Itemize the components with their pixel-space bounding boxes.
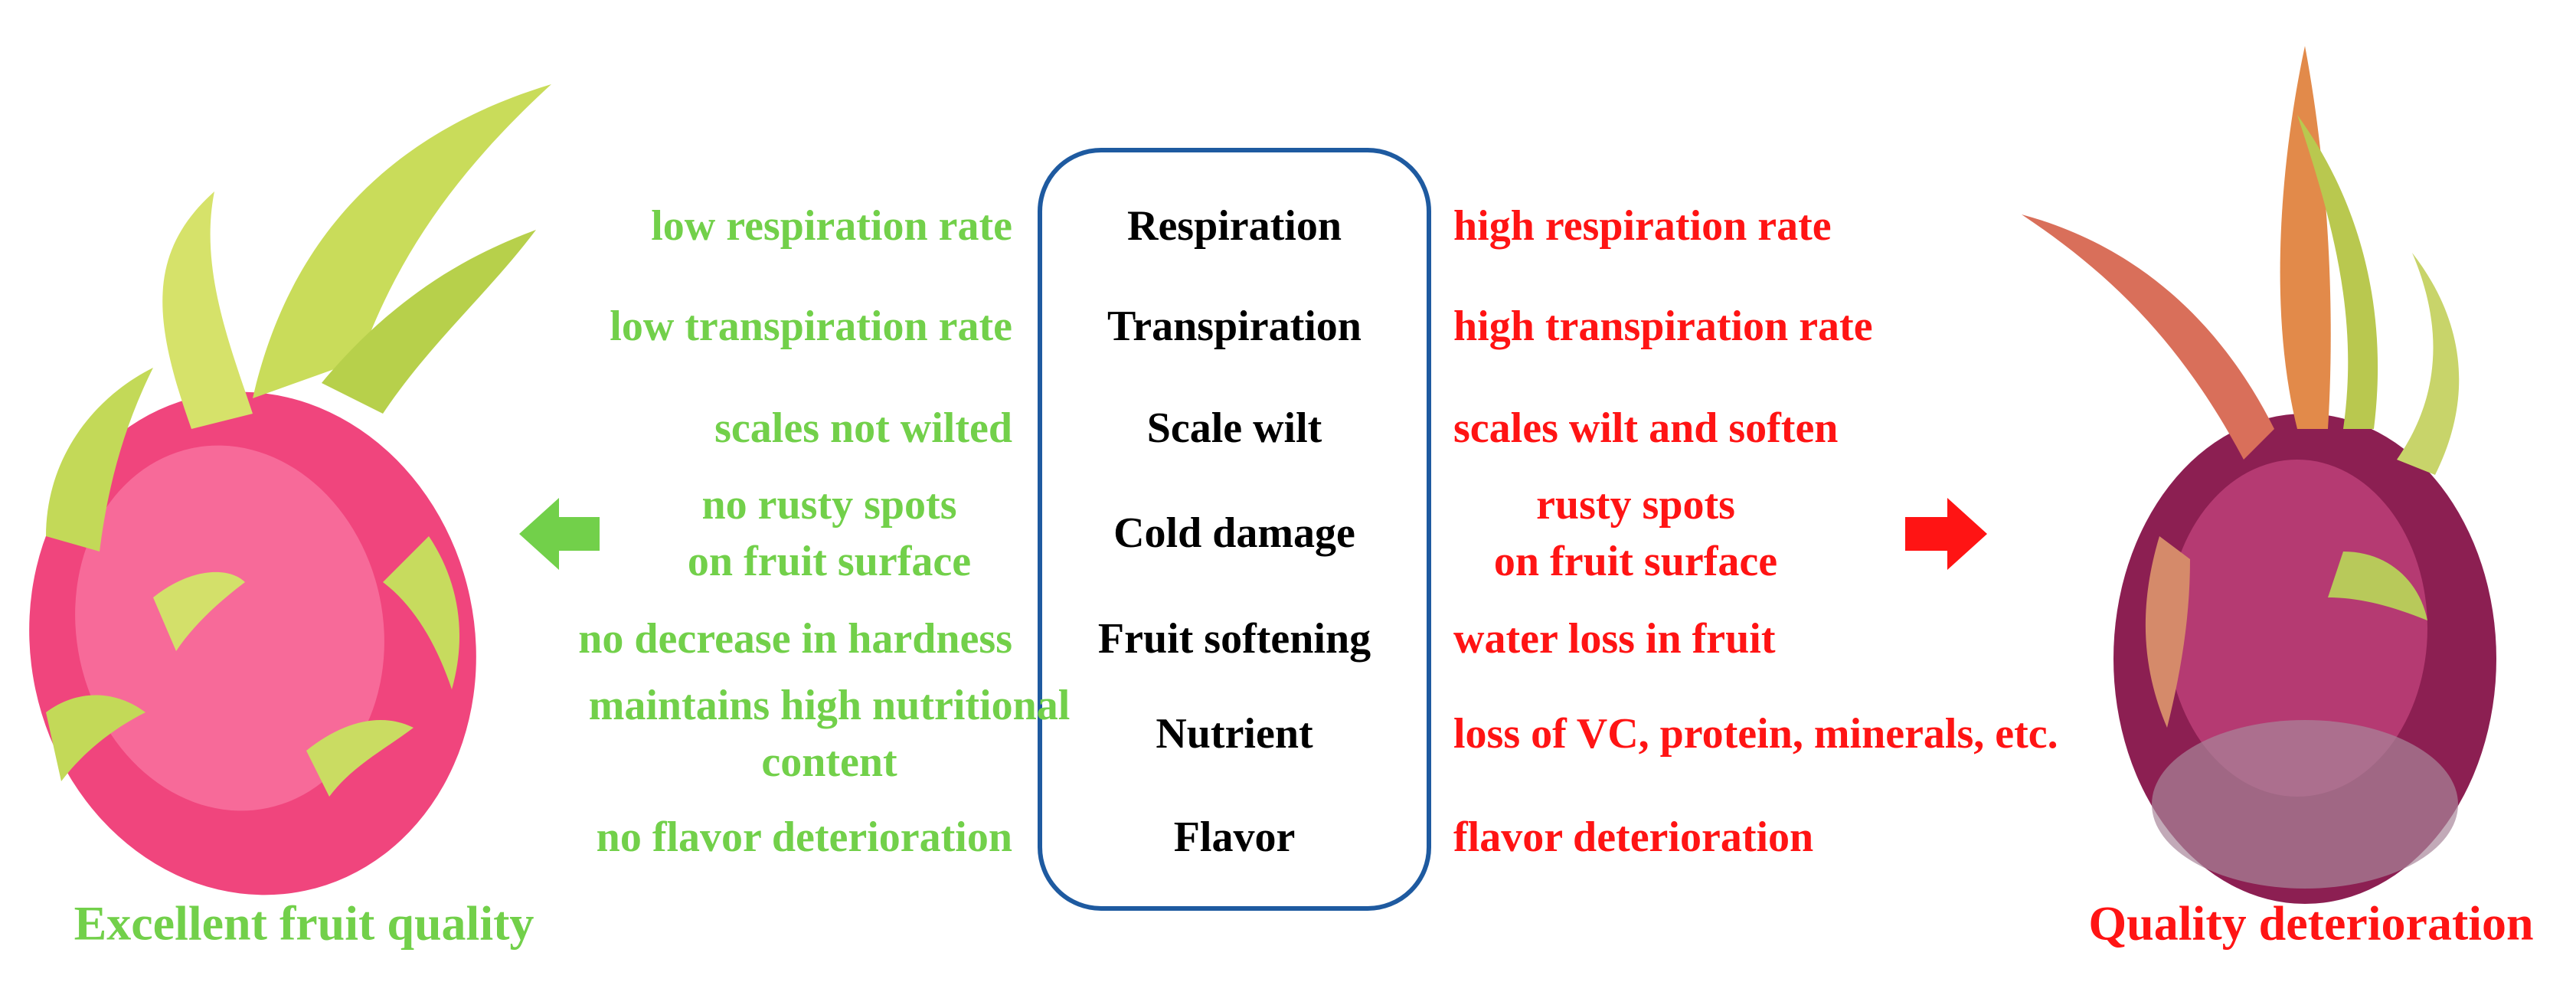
good-effect: on fruit surface [688, 538, 971, 585]
attribute-label: Scale wilt [1147, 404, 1322, 452]
bad-effect: loss of VC, protein, minerals, etc. [1453, 710, 2058, 758]
bad-effect: high respiration rate [1453, 202, 1832, 250]
good-effect: low transpiration rate [610, 303, 1012, 350]
deteriorated-fruit [2022, 46, 2496, 904]
bad-effect: rusty spots [1536, 481, 1735, 529]
bad-effect: on fruit surface [1494, 538, 1777, 585]
attribute-label: Nutrient [1156, 710, 1313, 758]
bad-effect: scales wilt and soften [1453, 404, 1838, 452]
good-effect: maintains high nutritional [589, 682, 1071, 729]
bad-arrow [1905, 498, 1987, 570]
good-effect: no decrease in hardness [578, 615, 1012, 663]
good-effect: no rusty spots [702, 481, 957, 529]
bad-effect: flavor deterioration [1453, 813, 1813, 861]
good-effect: content [761, 738, 897, 786]
bad-effect: high transpiration rate [1453, 303, 1873, 350]
attribute-label: Fruit softening [1098, 615, 1371, 663]
attribute-box [1038, 148, 1431, 911]
good-arrow [519, 498, 600, 570]
good-effect: no flavor deterioration [597, 813, 1012, 861]
good-effect: low respiration rate [651, 202, 1012, 250]
attribute-label: Respiration [1127, 202, 1342, 250]
good-effect: scales not wilted [714, 404, 1012, 452]
fresh-fruit [29, 84, 551, 895]
bad-caption: Quality deterioration [2088, 896, 2533, 951]
bad-effect: water loss in fruit [1453, 615, 1776, 663]
good-caption: Excellent fruit quality [74, 896, 534, 951]
attribute-label: Flavor [1174, 813, 1296, 861]
attribute-label: Transpiration [1107, 303, 1362, 350]
attribute-label: Cold damage [1113, 509, 1355, 557]
